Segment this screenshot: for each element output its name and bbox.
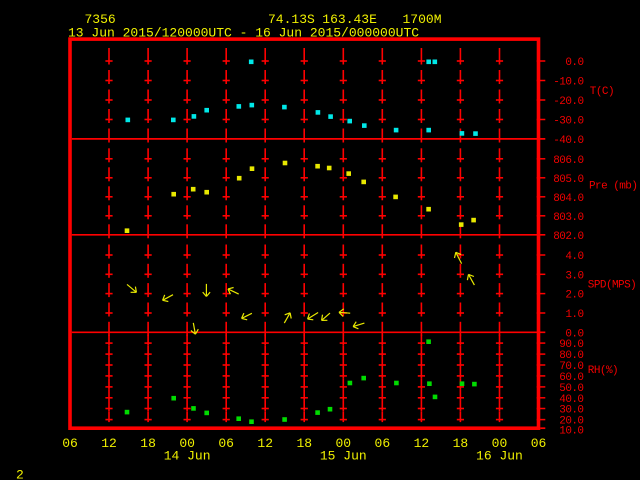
svg-text:802.0: 802.0 <box>553 231 583 243</box>
svg-text:20.0: 20.0 <box>559 416 583 428</box>
svg-text:163.43E: 163.43E <box>322 12 377 27</box>
svg-text:30.0: 30.0 <box>559 405 583 417</box>
svg-text:T(C): T(C) <box>590 86 614 98</box>
svg-text:40.0: 40.0 <box>559 394 583 406</box>
svg-text:06: 06 <box>375 436 391 451</box>
svg-text:804.0: 804.0 <box>553 193 583 205</box>
svg-text:3.0: 3.0 <box>565 270 583 282</box>
svg-text:7356: 7356 <box>85 12 116 27</box>
svg-text:-30.0: -30.0 <box>553 116 583 128</box>
svg-text:06: 06 <box>218 436 234 451</box>
svg-text:-10.0: -10.0 <box>553 77 583 89</box>
svg-text:16 Jun: 16 Jun <box>476 449 523 464</box>
svg-text:2.0: 2.0 <box>565 290 583 302</box>
svg-text:60.0: 60.0 <box>559 372 583 384</box>
svg-text:10.0: 10.0 <box>559 426 583 438</box>
svg-text:1700M: 1700M <box>403 12 442 27</box>
svg-text:-20.0: -20.0 <box>553 96 583 108</box>
svg-text:70.0: 70.0 <box>559 361 583 373</box>
svg-text:1.0: 1.0 <box>565 309 583 321</box>
svg-text:12: 12 <box>414 436 430 451</box>
svg-text:80.0: 80.0 <box>559 350 583 362</box>
svg-text:0.0: 0.0 <box>565 328 583 340</box>
svg-text:14 Jun: 14 Jun <box>164 449 211 464</box>
svg-text:SPD(MPS): SPD(MPS) <box>588 279 636 291</box>
svg-text:805.0: 805.0 <box>553 174 583 186</box>
svg-text:0.0: 0.0 <box>565 57 583 69</box>
svg-text:12: 12 <box>101 436 117 451</box>
svg-text:06: 06 <box>62 436 78 451</box>
svg-text:803.0: 803.0 <box>553 212 583 224</box>
svg-text:18: 18 <box>140 436 156 451</box>
svg-text:13 Jun 2015/120000UTC - 16 Jun: 13 Jun 2015/120000UTC - 16 Jun 2015/0000… <box>68 26 419 41</box>
svg-text:00: 00 <box>492 436 508 451</box>
svg-text:12: 12 <box>257 436 273 451</box>
svg-text:18: 18 <box>296 436 312 451</box>
svg-text:00: 00 <box>335 436 351 451</box>
svg-text:-40.0: -40.0 <box>553 135 583 147</box>
svg-text:4.0: 4.0 <box>565 251 583 263</box>
svg-text:2: 2 <box>16 468 24 480</box>
svg-text:RH(%): RH(%) <box>588 365 618 377</box>
svg-text:00: 00 <box>179 436 195 451</box>
svg-text:50.0: 50.0 <box>559 383 583 395</box>
svg-text:06: 06 <box>531 436 547 451</box>
svg-text:18: 18 <box>453 436 469 451</box>
svg-text:90.0: 90.0 <box>559 339 583 351</box>
svg-text:806.0: 806.0 <box>553 155 583 167</box>
svg-text:74.13S: 74.13S <box>268 12 315 27</box>
svg-text:15 Jun: 15 Jun <box>320 449 367 464</box>
svg-text:Pre (mb): Pre (mb) <box>589 181 637 193</box>
